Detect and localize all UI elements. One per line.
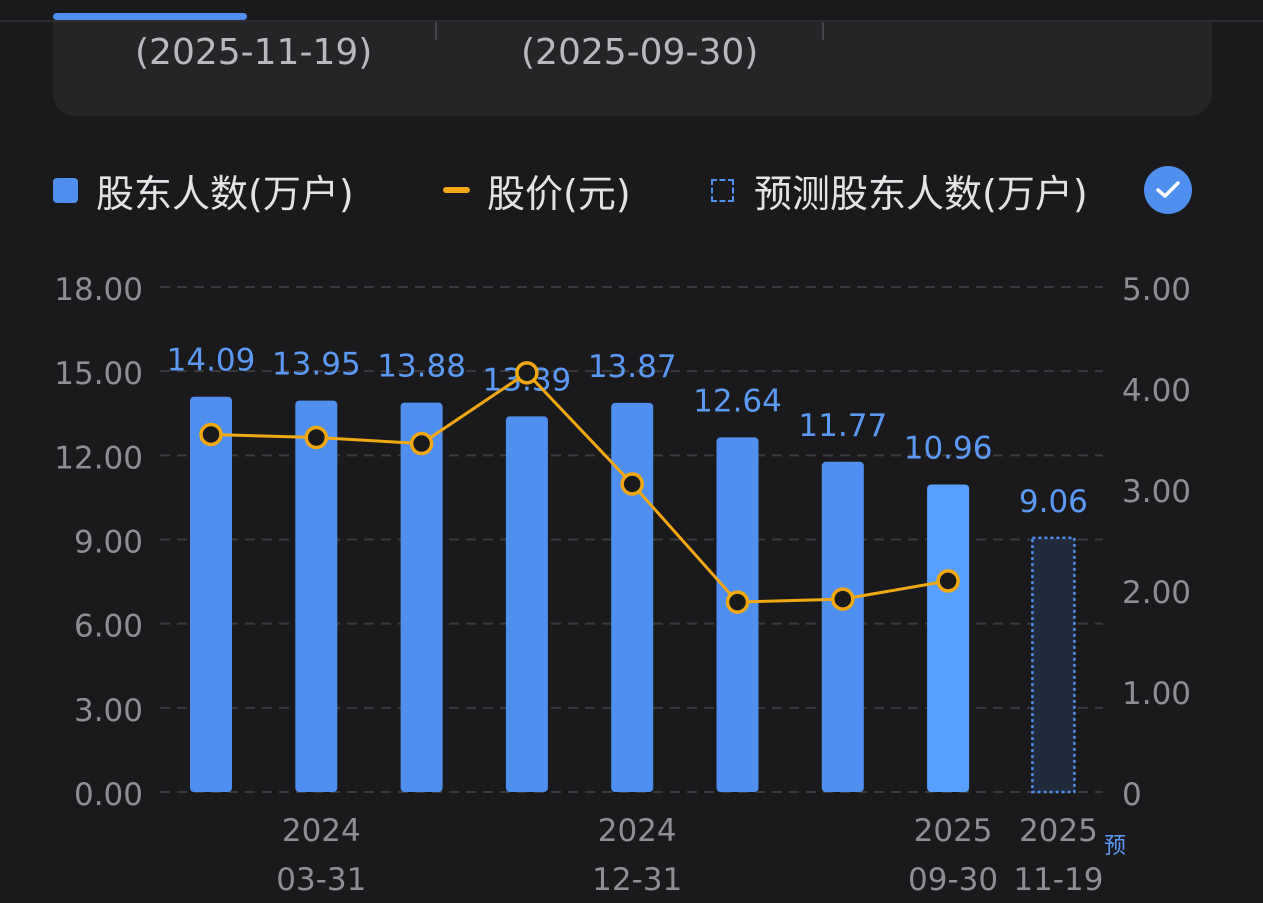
holders-value-label: 13.87 — [588, 349, 677, 385]
x-axis-tick-label: 2025 — [1019, 813, 1098, 849]
holders-value-label: 13.95 — [272, 347, 361, 383]
right-axis-tick-label: 4.00 — [1122, 373, 1191, 409]
line-swatch-icon — [443, 187, 470, 193]
right-axis-tick-label: 5.00 — [1122, 272, 1191, 308]
price-point — [304, 425, 329, 450]
x-axis-tick-label: 11-19 — [1013, 862, 1103, 898]
price-point — [725, 590, 750, 614]
holders-bar — [190, 396, 232, 792]
x-axis-tick-label: 12-31 — [592, 862, 682, 898]
legend-forecast[interactable]: 预测股东人数(万户) — [711, 160, 1088, 220]
top-divider — [0, 20, 1263, 22]
price-point — [936, 569, 960, 593]
holders-bar — [611, 402, 654, 792]
price-point — [409, 431, 434, 456]
legend-forecast-label: 预测股东人数(万户) — [754, 171, 1088, 216]
right-axis-tick-label: 1.00 — [1122, 676, 1191, 712]
x-axis-tick-label: 2025 — [914, 813, 993, 849]
x-axis-tick-label: 09-30 — [908, 862, 998, 898]
legend-price[interactable]: 股价(元) — [443, 160, 631, 220]
holders-bar — [821, 461, 864, 792]
left-axis-tick-label: 18.00 — [54, 272, 143, 308]
left-axis-tick-label: 6.00 — [74, 609, 143, 645]
x-axis-tick-label: 03-31 — [276, 862, 366, 898]
bar-swatch-icon — [53, 177, 78, 203]
right-axis-tick-label: 2.00 — [1122, 575, 1191, 611]
card-divider — [822, 22, 824, 40]
holders-bar — [716, 437, 759, 792]
forecast-mark: 预 — [1104, 834, 1126, 859]
check-icon — [1156, 181, 1180, 198]
holders-value-label: 13.88 — [377, 349, 466, 385]
price-point — [620, 472, 644, 496]
x-axis-tick-label: 2024 — [282, 813, 361, 849]
holders-value-label: 14.09 — [167, 343, 256, 379]
holders-value-label: 12.64 — [693, 383, 782, 419]
forecast-bar — [1031, 536, 1076, 794]
date-summary-card: (2025-11-19) (2025-09-30) — [53, 22, 1212, 116]
left-axis-tick-label: 15.00 — [54, 356, 143, 392]
left-axis-tick-label: 3.00 — [74, 693, 143, 729]
left-axis-tick-label: 12.00 — [54, 440, 143, 476]
right-axis-tick-label: 0 — [1122, 777, 1142, 813]
price-point — [515, 361, 539, 385]
left-axis-tick-label: 0.00 — [74, 777, 143, 813]
card-divider — [435, 22, 437, 40]
legend-price-label: 股价(元) — [487, 171, 631, 216]
right-axis-tick-label: 3.00 — [1122, 474, 1191, 510]
active-tab-indicator[interactable] — [53, 13, 247, 20]
holders-bar — [927, 484, 970, 792]
holders-value-label: 11.77 — [798, 408, 887, 444]
left-axis-tick-label: 9.00 — [74, 525, 143, 561]
forecast-value-label: 9.06 — [1019, 484, 1088, 520]
holders-price-chart: 0.00 3.00 6.00 9.00 12.00 15.00 18.00 0 1.00 2.00… — [54, 272, 1191, 898]
dashed-swatch-icon — [711, 178, 734, 202]
holders-bar — [400, 402, 443, 792]
price-line — [210, 370, 949, 604]
x-axis-tick-label: 2024 — [598, 813, 677, 849]
price-point — [199, 422, 223, 447]
report-date: (2025-09-30) — [521, 32, 759, 73]
holders-bar — [505, 416, 548, 792]
forecast-toggle-button[interactable] — [1144, 166, 1192, 214]
forecast-date: (2025-11-19) — [135, 32, 373, 73]
legend-holders[interactable]: 股东人数(万户) — [53, 160, 354, 220]
price-point — [831, 587, 855, 611]
holders-value-label: 10.96 — [904, 431, 993, 467]
legend-holders-label: 股东人数(万户) — [96, 171, 354, 216]
holders-bar — [295, 400, 338, 792]
